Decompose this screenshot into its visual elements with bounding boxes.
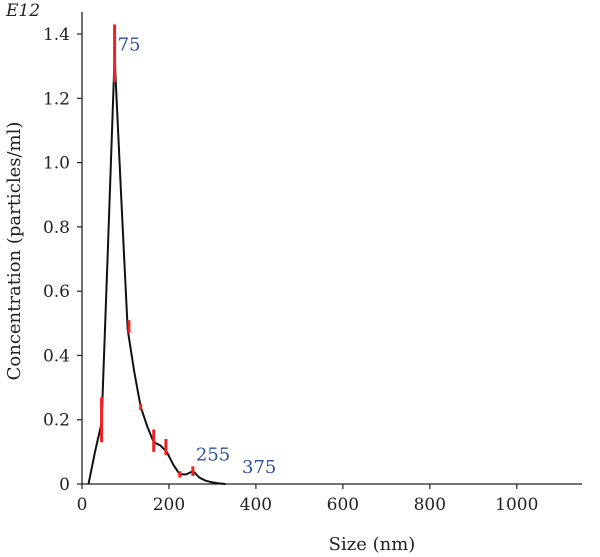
y-multiplier-label: E12: [5, 1, 40, 21]
y-tick-label: 0.8: [43, 218, 70, 238]
x-axis-title: Size (nm): [329, 534, 416, 555]
y-tick-label: 0: [59, 475, 70, 495]
y-tick-label: 1.0: [43, 154, 70, 174]
series-line: [87, 55, 226, 485]
axes: 0 0.2 0.4 0.6 0.8 1.0 1.2 1.4 0 200 400 600 800 1000: [43, 12, 582, 515]
y-tick-label: 1.4: [43, 25, 70, 45]
y-tick-label: 0.4: [43, 346, 70, 366]
chart-labels: Size (nm) Concentration (particles/ml) E12…: [4, 1, 415, 555]
y-axis-title: Concentration (particles/ml): [4, 122, 25, 381]
x-tick-label: 400: [240, 495, 272, 515]
x-tick-label: 1000: [495, 495, 538, 515]
x-tick-label: 0: [77, 495, 88, 515]
x-tick-label: 800: [414, 495, 446, 515]
y-tick-label: 0.6: [43, 282, 70, 302]
plot-area: [87, 24, 226, 485]
peak-label: 75: [118, 35, 141, 56]
peak-label: 375: [242, 457, 276, 478]
x-tick-label: 600: [327, 495, 359, 515]
y-tick-label: 1.2: [43, 89, 70, 109]
x-tick-label: 200: [153, 495, 185, 515]
peak-label: 255: [196, 444, 230, 465]
y-tick-label: 0.2: [43, 411, 70, 431]
